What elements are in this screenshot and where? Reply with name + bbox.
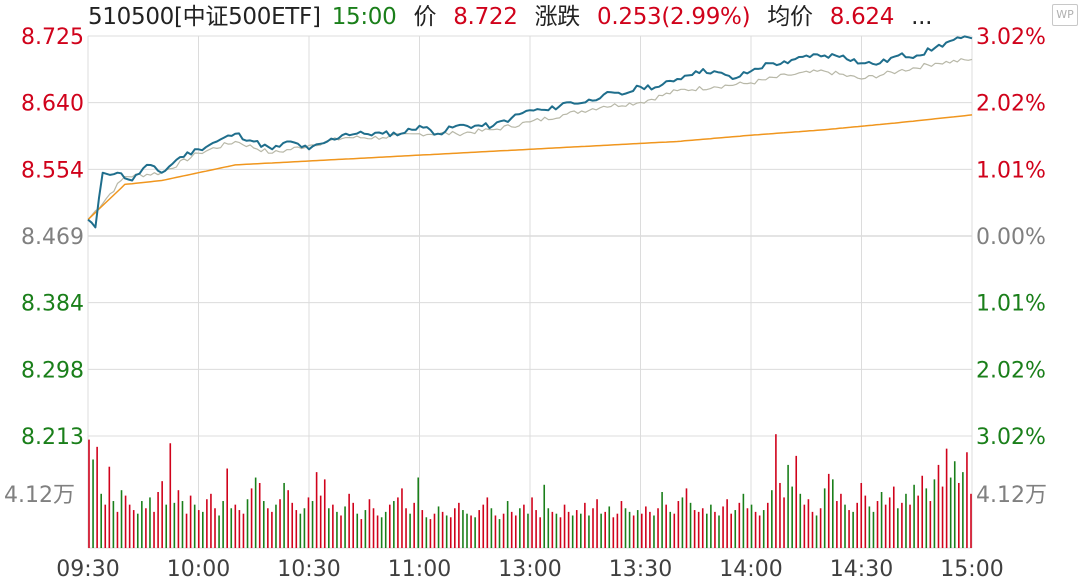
price-value: 8.722 bbox=[453, 4, 518, 30]
time-axis-labels: 09:30 10:00 10:30 11:00 13:00 13:30 14:00 14:30… bbox=[56, 557, 1003, 582]
y-tick-label: 8.298 bbox=[21, 358, 84, 383]
pct-tick-label: 1.01% bbox=[976, 158, 1046, 183]
index-line bbox=[87, 58, 973, 220]
grid bbox=[87, 35, 973, 549]
left-axis-labels: 8.725 8.640 8.554 8.469 8.384 8.298 8.213 bbox=[21, 25, 84, 450]
y-tick-label: 8.213 bbox=[21, 425, 84, 450]
pct-tick-label: 3.02% bbox=[976, 425, 1046, 450]
x-tick-label: 15:00 bbox=[940, 557, 1003, 582]
avg-price-line bbox=[87, 114, 973, 221]
y-tick-label: 8.384 bbox=[21, 292, 84, 317]
x-tick-label: 14:30 bbox=[830, 557, 893, 582]
pct-tick-label: 1.01% bbox=[976, 292, 1046, 317]
volume-label-left: 4.12万 bbox=[4, 483, 75, 508]
x-tick-label: 13:30 bbox=[609, 557, 672, 582]
security-code: 510500[中证500ETF] bbox=[88, 4, 321, 30]
pct-tick-label: 2.02% bbox=[976, 92, 1046, 117]
y-tick-label: 8.640 bbox=[21, 92, 84, 117]
volume-bars bbox=[88, 434, 972, 548]
y-tick-label: 8.469 bbox=[21, 225, 84, 250]
y-tick-label: 8.554 bbox=[21, 158, 84, 183]
change-label: 涨跌 bbox=[534, 4, 581, 30]
avg-label: 均价 bbox=[767, 4, 813, 30]
pct-tick-label: 3.02% bbox=[976, 25, 1046, 50]
avg-value: 8.624 bbox=[829, 4, 895, 30]
x-tick-label: 14:00 bbox=[719, 557, 782, 582]
price-label: 价 bbox=[413, 4, 437, 30]
x-tick-label: 09:30 bbox=[56, 557, 119, 582]
x-tick-label: 10:30 bbox=[277, 557, 340, 582]
watermark-logo: WP bbox=[1052, 4, 1078, 26]
quote-time: 15:00 bbox=[331, 4, 397, 30]
x-tick-label: 10:00 bbox=[167, 557, 230, 582]
right-axis-labels: 3.02% 2.02% 1.01% 0.00% 1.01% 2.02% 3.02% bbox=[976, 25, 1046, 450]
pct-tick-label: 2.02% bbox=[976, 358, 1046, 383]
quote-header: 510500[中证500ETF] 15:00 价 8.722 涨跌 0.253(… bbox=[88, 2, 932, 32]
change-value: 0.253(2.99%) bbox=[597, 4, 751, 30]
x-tick-label: 13:00 bbox=[498, 557, 561, 582]
y-tick-label: 8.725 bbox=[21, 25, 84, 50]
pct-tick-label: 0.00% bbox=[976, 225, 1046, 250]
x-tick-label: 11:00 bbox=[388, 557, 451, 582]
price-line bbox=[87, 35, 973, 229]
more-button[interactable]: ... bbox=[911, 4, 933, 30]
volume-label-right: 4.12万 bbox=[976, 483, 1047, 508]
price-lines bbox=[87, 35, 973, 229]
